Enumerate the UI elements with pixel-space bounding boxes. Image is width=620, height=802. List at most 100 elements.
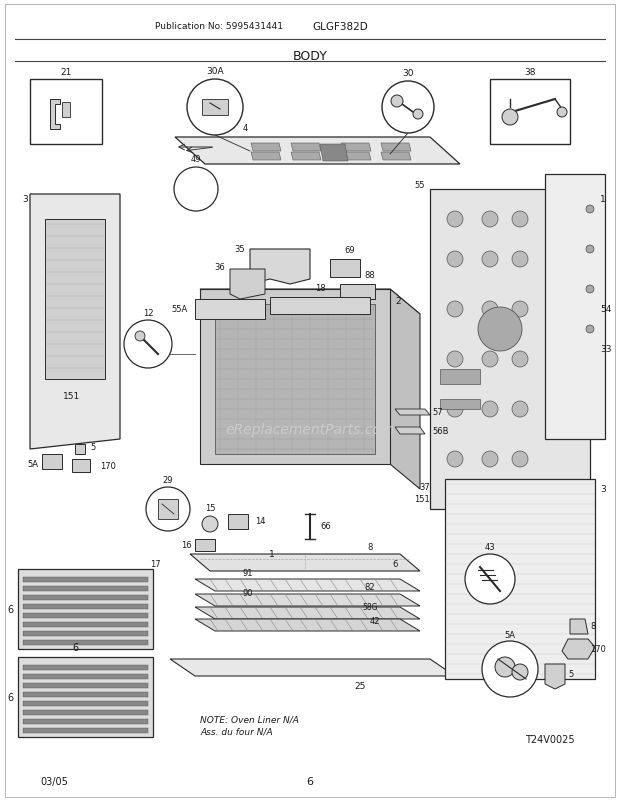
Text: 8: 8 xyxy=(367,543,373,552)
Circle shape xyxy=(174,168,218,212)
Text: NOTE: Oven Liner N/A: NOTE: Oven Liner N/A xyxy=(200,715,299,723)
Polygon shape xyxy=(202,100,228,115)
Text: 25: 25 xyxy=(354,681,366,691)
Circle shape xyxy=(146,488,190,532)
Polygon shape xyxy=(30,195,120,449)
Polygon shape xyxy=(320,145,348,162)
Text: 14: 14 xyxy=(255,516,265,526)
Circle shape xyxy=(502,110,518,126)
Bar xyxy=(23,622,148,627)
Bar xyxy=(23,640,148,645)
Circle shape xyxy=(482,252,498,268)
Text: 30A: 30A xyxy=(206,67,224,76)
Text: 5A: 5A xyxy=(505,630,515,639)
Polygon shape xyxy=(251,153,281,160)
Bar xyxy=(158,500,178,520)
Text: 1: 1 xyxy=(600,195,606,205)
Polygon shape xyxy=(62,103,70,118)
Bar xyxy=(23,665,148,670)
Circle shape xyxy=(478,308,522,351)
Text: 17: 17 xyxy=(149,560,161,569)
Circle shape xyxy=(135,331,145,342)
Polygon shape xyxy=(45,220,105,379)
Text: 5: 5 xyxy=(90,443,95,452)
Polygon shape xyxy=(341,153,371,160)
Text: 03/05: 03/05 xyxy=(40,776,68,786)
Text: 37: 37 xyxy=(419,483,430,492)
Circle shape xyxy=(482,302,498,318)
Circle shape xyxy=(187,80,243,136)
Polygon shape xyxy=(562,639,595,659)
Bar xyxy=(23,683,148,688)
Text: 3: 3 xyxy=(600,485,606,494)
Circle shape xyxy=(586,326,594,334)
Text: 66: 66 xyxy=(320,522,330,531)
Circle shape xyxy=(512,302,528,318)
Text: 15: 15 xyxy=(205,504,215,512)
Polygon shape xyxy=(195,300,265,320)
Circle shape xyxy=(447,452,463,468)
Text: 170: 170 xyxy=(590,645,606,654)
Polygon shape xyxy=(228,514,248,529)
Text: 8: 8 xyxy=(590,622,595,630)
Bar xyxy=(30,80,102,145)
Circle shape xyxy=(557,107,567,118)
Text: Ass. du four N/A: Ass. du four N/A xyxy=(200,727,273,735)
Circle shape xyxy=(482,642,538,697)
Text: 38: 38 xyxy=(525,68,536,77)
Text: 151: 151 xyxy=(414,495,430,504)
Circle shape xyxy=(447,351,463,367)
Text: 18: 18 xyxy=(315,284,326,293)
Text: 43: 43 xyxy=(485,542,495,551)
Circle shape xyxy=(495,657,515,677)
Polygon shape xyxy=(195,539,215,551)
Polygon shape xyxy=(381,144,411,152)
Polygon shape xyxy=(340,285,375,300)
Text: 54: 54 xyxy=(600,305,611,314)
Text: 4: 4 xyxy=(242,124,247,133)
Polygon shape xyxy=(545,175,605,439)
Polygon shape xyxy=(190,554,420,571)
Circle shape xyxy=(447,212,463,228)
Text: 82: 82 xyxy=(365,583,375,592)
Text: 35: 35 xyxy=(234,245,245,254)
Polygon shape xyxy=(381,153,411,160)
Text: 33: 33 xyxy=(600,345,611,354)
Polygon shape xyxy=(250,249,310,285)
Circle shape xyxy=(512,351,528,367)
Circle shape xyxy=(447,302,463,318)
Bar xyxy=(440,370,480,384)
Text: 55: 55 xyxy=(415,180,425,189)
Bar xyxy=(23,577,148,582)
Text: 69: 69 xyxy=(345,245,355,255)
Circle shape xyxy=(465,554,515,604)
Bar xyxy=(23,710,148,715)
Polygon shape xyxy=(175,138,460,164)
Polygon shape xyxy=(200,290,390,464)
Circle shape xyxy=(447,402,463,418)
Text: 30: 30 xyxy=(402,69,414,78)
Text: 5: 5 xyxy=(568,670,574,678)
Polygon shape xyxy=(395,410,430,415)
Circle shape xyxy=(512,212,528,228)
Bar xyxy=(23,701,148,706)
Polygon shape xyxy=(230,269,265,300)
Text: 6: 6 xyxy=(72,642,78,652)
Circle shape xyxy=(391,96,403,107)
Bar xyxy=(23,728,148,733)
Circle shape xyxy=(512,252,528,268)
Text: 90: 90 xyxy=(243,588,253,597)
Bar xyxy=(440,399,480,410)
Text: Publication No: 5995431441: Publication No: 5995431441 xyxy=(155,22,283,31)
Text: 36: 36 xyxy=(215,263,225,272)
Polygon shape xyxy=(72,460,90,472)
Polygon shape xyxy=(195,579,420,591)
Circle shape xyxy=(482,212,498,228)
Text: T24V0025: T24V0025 xyxy=(525,734,575,744)
Text: 170: 170 xyxy=(100,462,116,471)
Bar xyxy=(23,595,148,600)
Text: 21: 21 xyxy=(60,68,72,77)
Polygon shape xyxy=(50,100,60,130)
Polygon shape xyxy=(251,144,281,152)
Text: eReplacementParts.com: eReplacementParts.com xyxy=(225,423,395,436)
